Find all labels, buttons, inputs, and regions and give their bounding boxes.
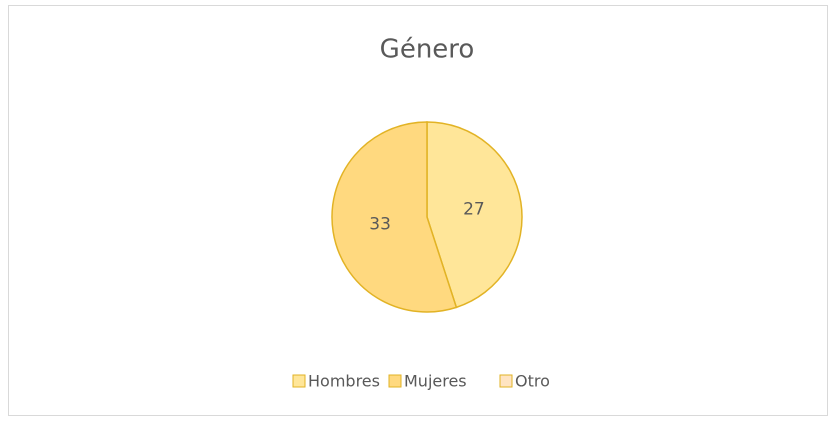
pie-slice bbox=[331, 121, 458, 313]
legend-label: Mujeres bbox=[404, 372, 467, 391]
legend-swatch bbox=[499, 374, 513, 388]
legend-swatch bbox=[388, 374, 402, 388]
pie-slice bbox=[426, 121, 523, 309]
data-label: 27 bbox=[463, 200, 485, 220]
legend-swatch bbox=[292, 374, 306, 388]
legend-label: Otro bbox=[515, 372, 550, 391]
data-label: 33 bbox=[369, 214, 391, 234]
legend-label: Hombres bbox=[308, 372, 380, 391]
chart-title: Género bbox=[380, 35, 475, 65]
